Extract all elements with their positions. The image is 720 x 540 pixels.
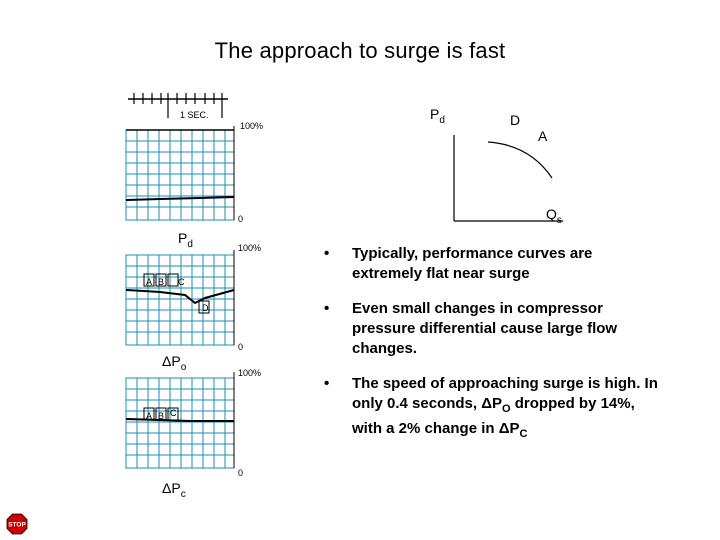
dpo-top-label: 100% <box>238 243 262 253</box>
pd-top-label: 100% <box>240 121 264 131</box>
pd-trace <box>125 196 235 201</box>
slide-title: The approach to surge is fast <box>214 38 506 63</box>
bullet-dot: • <box>324 245 330 262</box>
bullet-item: • Even small changes in compressor press… <box>324 300 618 357</box>
dpo-bottom-label: 0 <box>238 342 244 352</box>
marker-b: B <box>158 277 165 287</box>
bullet-dot: • <box>324 300 330 317</box>
performance-curve <box>453 135 563 222</box>
panel-pd-grid <box>125 129 235 221</box>
bullet-item: • Typically, performance curves are extr… <box>324 245 593 282</box>
curve-x-label: Qs <box>546 206 562 226</box>
stop-sign-icon[interactable]: STOP <box>6 513 28 535</box>
dpc-top-label: 100% <box>238 368 262 378</box>
marker-d: D <box>202 303 209 313</box>
bullet-list: • Typically, performance curves are extr… <box>324 244 664 459</box>
bullet-dot: • <box>324 375 330 392</box>
marker-a-2: A <box>146 411 153 421</box>
time-scale-label: 1 SEC. <box>180 110 209 120</box>
curve-y-label: Pd <box>430 106 445 126</box>
pd-bottom-label: 0 <box>238 214 244 224</box>
svg-text:STOP: STOP <box>8 522 26 529</box>
curve-point-a: A <box>538 128 548 144</box>
marker-b-2: B <box>158 411 165 421</box>
dpc-bottom-label: 0 <box>238 468 244 478</box>
marker-c-2: C <box>170 408 177 418</box>
pd-panel-label: Pd <box>178 230 193 250</box>
dpc-panel-label: ΔPc <box>162 480 186 500</box>
curve-point-d: D <box>510 112 521 128</box>
dpc-trace <box>125 418 234 422</box>
panel-dpo-grid <box>125 254 235 346</box>
bullet-item: • The speed of approaching surge is high… <box>324 375 658 440</box>
dpo-trace <box>125 289 235 305</box>
marker-c: C <box>178 277 185 287</box>
panel-dpc-grid <box>125 377 235 469</box>
dpo-panel-label: ΔPo <box>162 353 187 373</box>
marker-a: A <box>146 277 153 287</box>
